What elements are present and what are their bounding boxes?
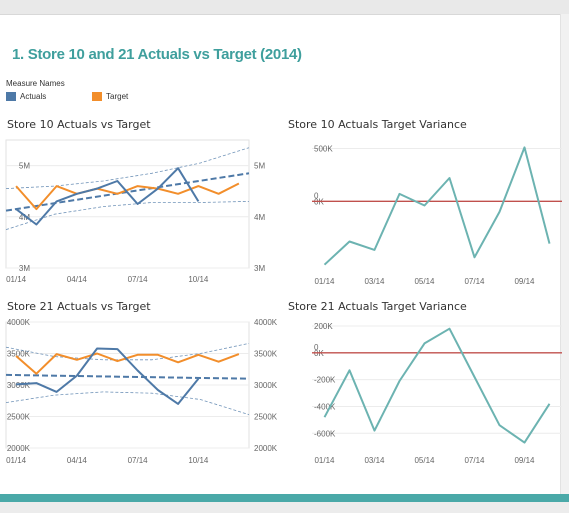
chart-2-ytick-label-right: 2500K (254, 413, 278, 422)
chart-2-xtick-label: 10/14 (188, 456, 209, 465)
chart-0-band-lower (5, 201, 250, 230)
chart-2-series-target-line (15, 352, 240, 375)
chart-3-reference-label: 0 (314, 343, 319, 352)
chart-2-band-lower (5, 391, 250, 415)
chart-0-ytick-label-right: 3M (254, 264, 265, 273)
chart-2-ytick-label: 4000K (7, 318, 31, 327)
chart-0-ytick-label: 5M (19, 162, 30, 171)
chart-1-xtick-label: 01/14 (314, 277, 335, 286)
chart-2-ytick-label: 2000K (7, 444, 31, 453)
legend-item-actuals[interactable]: Actuals (6, 92, 46, 101)
chart-3-ytick-label: -400K (314, 402, 336, 411)
legend-swatch-actuals (6, 92, 16, 101)
chart-1-ytick-label: 500K (314, 144, 333, 153)
chart-2-ytick-label: 3000K (7, 381, 31, 390)
chart-2-ytick-label-right: 2000K (254, 444, 278, 453)
legend-swatch-target (92, 92, 102, 101)
chart-2-xtick-label: 01/14 (6, 456, 27, 465)
chart-0-xtick-label: 10/14 (188, 275, 209, 284)
chart-2-ytick-label: 3500K (7, 350, 31, 359)
chart-2-xtick-label: 04/14 (67, 456, 88, 465)
chart-1-series-variance-line (323, 146, 551, 266)
legend-label-target: Target (106, 92, 129, 101)
chart-2-series-actuals-line (16, 347, 200, 405)
vertical-scrollbar[interactable] (560, 14, 569, 494)
chart-0-xtick-label: 07/14 (128, 275, 149, 284)
chart-1-xtick-label: 03/14 (364, 277, 385, 286)
chart-title-store21-variance: Store 21 Actuals Target Variance (288, 300, 467, 313)
chart-3-xtick-label: 03/14 (364, 456, 385, 465)
chart-3-ytick-label: -600K (314, 429, 336, 438)
chart-title-store21-actuals: Store 21 Actuals vs Target (7, 300, 151, 313)
chart-0-series-target-line (15, 182, 240, 211)
chart-0-band-upper (5, 147, 250, 189)
horizontal-scrollbar[interactable] (0, 502, 569, 513)
chart-3-series-variance-line (323, 327, 551, 444)
chart-3-xtick-label: 09/14 (514, 456, 535, 465)
chart-0-ytick-label-right: 5M (254, 162, 265, 171)
chart-0-ytick-label-right: 4M (254, 213, 265, 222)
top-toolbar (0, 0, 569, 15)
chart-3-ytick-label: 200K (314, 322, 333, 331)
chart-1-xtick-label: 09/14 (514, 277, 535, 286)
chart-1-xtick-label: 07/14 (464, 277, 485, 286)
chart-3-xtick-label: 07/14 (464, 456, 485, 465)
chart-3-xtick-label: 05/14 (414, 456, 435, 465)
chart-0-frame (5, 139, 250, 269)
chart-2-xtick-label: 07/14 (128, 456, 149, 465)
chart-title-store10-actuals: Store 10 Actuals vs Target (7, 118, 151, 131)
chart-1-xtick-label: 05/14 (414, 277, 435, 286)
chart-3-xtick-label: 01/14 (314, 456, 335, 465)
legend-title: Measure Names (6, 79, 65, 88)
chart-2-trend-line (5, 373, 250, 380)
legend-item-target[interactable]: Target (92, 92, 128, 101)
chart-title-store10-variance: Store 10 Actuals Target Variance (288, 118, 467, 131)
chart-2-ytick-label-right: 3000K (254, 381, 278, 390)
page-title: 1. Store 10 and 21 Actuals vs Target (20… (12, 46, 302, 63)
legend-label-actuals: Actuals (20, 92, 47, 101)
footer-accent-bar (0, 494, 569, 502)
chart-3-ytick-label: -200K (314, 376, 336, 385)
chart-0-series-actuals-line (15, 167, 200, 226)
chart-1-reference-label: 0 (314, 191, 319, 200)
chart-2-ytick-label: 2500K (7, 413, 31, 422)
chart-2-ytick-label-right: 4000K (254, 318, 278, 327)
chart-0-ytick-label: 4M (19, 213, 30, 222)
chart-0-xtick-label: 04/14 (67, 275, 88, 284)
chart-0-ytick-label: 3M (19, 264, 30, 273)
chart-0-xtick-label: 01/14 (6, 275, 27, 284)
chart-2-ytick-label-right: 3500K (254, 350, 278, 359)
